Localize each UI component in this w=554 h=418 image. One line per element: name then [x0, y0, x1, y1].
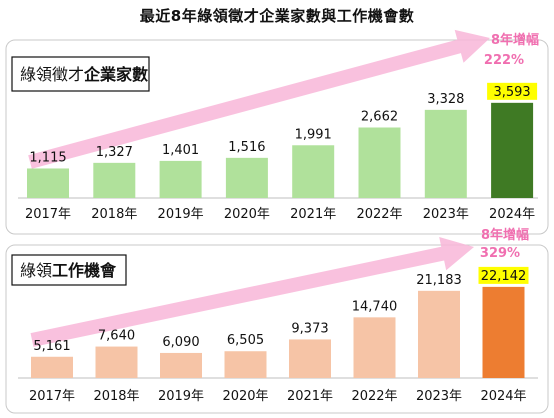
panel-title-box [11, 56, 150, 92]
x-tick-label: 2020年 [224, 207, 270, 222]
bar [292, 145, 335, 198]
bar [27, 168, 69, 198]
bar [289, 339, 331, 378]
data-label: 1,516 [228, 140, 265, 155]
data-label: 1,115 [29, 150, 66, 165]
x-tick-label: 2020年 [222, 389, 268, 404]
growth-arrow [28, 29, 490, 169]
x-tick-label: 2018年 [93, 389, 139, 404]
data-label: 6,090 [162, 335, 199, 350]
panel-title-plain: 綠領徵才 [20, 65, 84, 84]
growth-value: 222% [484, 53, 524, 68]
x-tick-label: 2022年 [351, 389, 397, 404]
bar [353, 317, 396, 378]
panel-frame [5, 244, 549, 414]
bar [358, 127, 401, 198]
growth-value: 329% [480, 246, 520, 261]
data-label: 1,401 [162, 143, 199, 158]
x-tick-label: 2018年 [91, 207, 137, 222]
bar [31, 356, 73, 378]
highlight-label-bg [487, 82, 538, 100]
data-label: 6,505 [227, 333, 264, 348]
x-tick-label: 2023年 [423, 207, 469, 222]
x-tick-label: 2024年 [480, 389, 526, 404]
data-label: 3,593 [493, 85, 530, 100]
data-label: 21,183 [416, 273, 462, 288]
x-tick-label: 2024年 [489, 207, 535, 222]
bar [95, 346, 138, 378]
bar [225, 157, 268, 198]
bar [224, 351, 267, 378]
data-label: 1,991 [295, 127, 332, 142]
x-tick-label: 2021年 [290, 207, 336, 222]
bar [424, 109, 467, 198]
page-title: 最近8年綠領徵才企業家數與工作機會數 [139, 7, 415, 25]
panel-title-box [11, 254, 127, 286]
data-label: 1,327 [96, 145, 133, 160]
data-label: 14,740 [352, 299, 398, 314]
growth-label: 8年增幅 [481, 227, 529, 243]
panel-title: 綠領徵才企業家數 [20, 65, 148, 84]
bar [93, 162, 136, 198]
data-label: 7,640 [98, 329, 135, 344]
bar [159, 160, 202, 198]
x-tick-label: 2022年 [356, 207, 402, 222]
panel-title: 綠領工作機會 [20, 261, 117, 280]
growth-arrow-shape [30, 236, 474, 347]
x-tick-label: 2023年 [416, 389, 462, 404]
bar [160, 352, 202, 378]
data-label: 9,373 [291, 321, 328, 336]
x-tick-label: 2019年 [158, 389, 204, 404]
chart-panel-1: 1,115 2017年 1,327 2018年 1,401 2019年 1,516 2020年… [5, 29, 549, 235]
x-tick-label: 2017年 [25, 207, 71, 222]
growth-arrow-shape [28, 29, 490, 169]
data-label: 2,662 [361, 109, 398, 124]
data-label: 5,161 [33, 339, 70, 354]
bar [482, 286, 525, 378]
bar [418, 290, 460, 378]
panel-title-bold: 工作機會 [52, 261, 117, 280]
panel-title-plain: 綠領 [20, 261, 52, 280]
panel-title-bold: 企業家數 [83, 65, 148, 84]
x-tick-label: 2021年 [287, 389, 333, 404]
growth-label: 8年增幅 [491, 32, 539, 48]
growth-arrow [30, 236, 474, 347]
data-label: 22,142 [481, 269, 527, 284]
data-label: 3,328 [427, 92, 464, 107]
bar [491, 102, 534, 198]
chart-panel-2: 5,161 2017年 7,640 2018年 6,090 2019年 6,505 2020年… [5, 227, 549, 414]
highlight-label-bg [478, 266, 529, 284]
x-tick-label: 2019年 [158, 207, 204, 222]
x-tick-label: 2017年 [29, 389, 75, 404]
